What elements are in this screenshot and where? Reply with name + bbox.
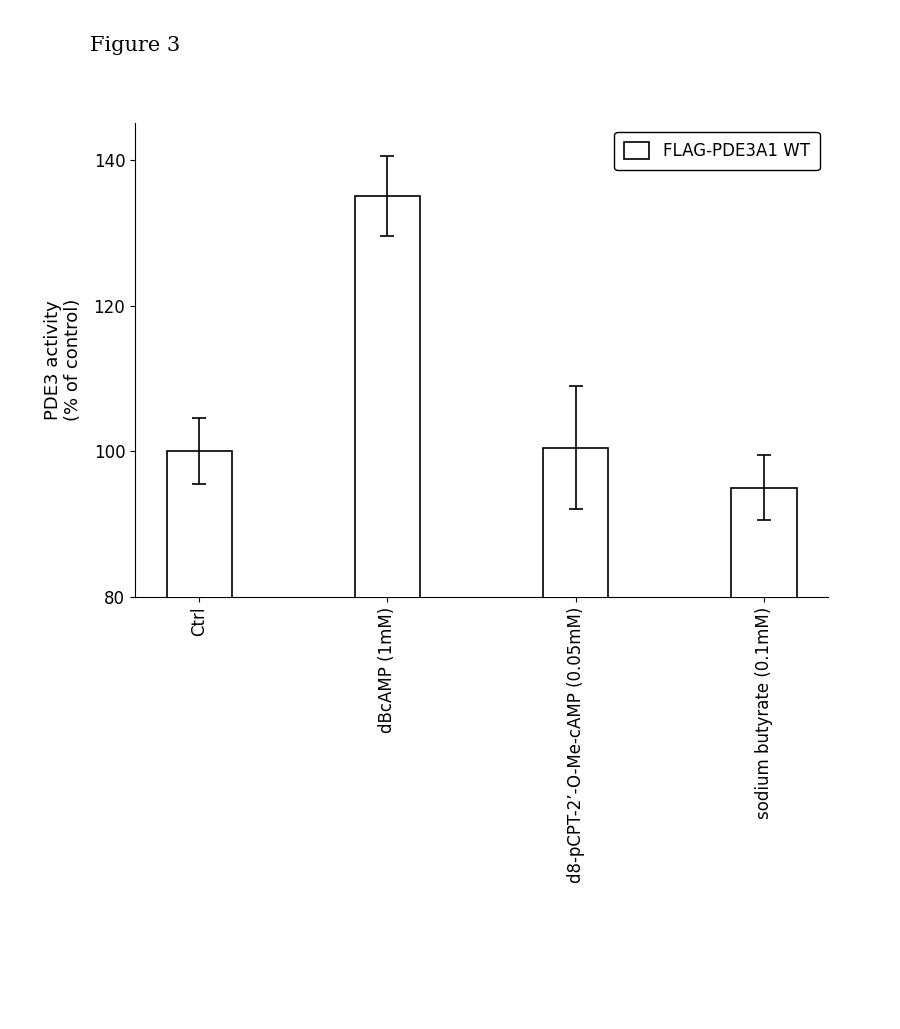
Y-axis label: PDE3 activity
(% of control): PDE3 activity (% of control)	[43, 299, 83, 421]
Bar	[731, 488, 796, 1029]
Bar	[166, 451, 232, 1029]
Text: Figure 3: Figure 3	[90, 36, 180, 55]
Bar	[543, 448, 608, 1029]
Legend: FLAG-PDE3A1 WT: FLAG-PDE3A1 WT	[615, 132, 820, 170]
Bar	[355, 197, 420, 1029]
